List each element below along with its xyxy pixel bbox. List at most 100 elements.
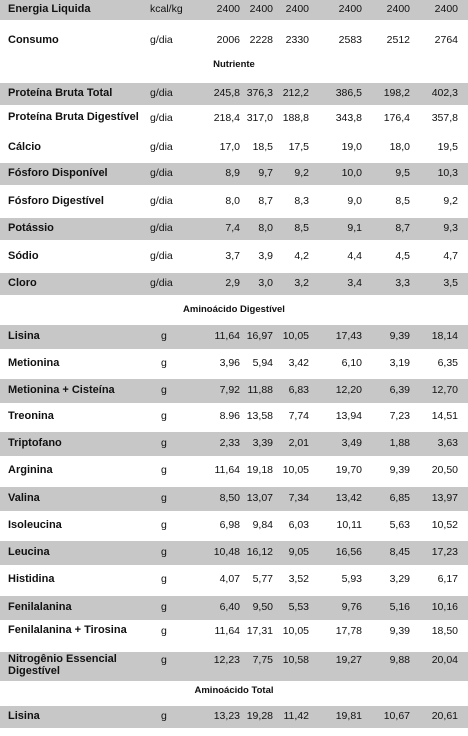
row-label: Fósforo Disponível: [8, 167, 108, 179]
cell-value: 9,39: [389, 464, 410, 476]
cell-value: 12,70: [431, 384, 458, 396]
row-unit: g: [161, 437, 167, 449]
row-unit: g/dia: [150, 195, 173, 207]
cell-value: 3,0: [258, 277, 273, 289]
cell-value: 14,51: [431, 410, 458, 422]
cell-value: 17,5: [288, 141, 309, 153]
cell-value: 3,39: [252, 437, 273, 449]
cell-value: 9,76: [341, 601, 362, 613]
table-row: Valina g 8,50 13,07 7,34 13,42 6,85 13,97: [0, 487, 468, 511]
cell-value: 7,4: [225, 222, 240, 234]
cell-value: 5,63: [389, 519, 410, 531]
cell-value: 3,29: [389, 573, 410, 585]
cell-value: 9,5: [395, 167, 410, 179]
cell-value: 11,64: [214, 464, 241, 476]
cell-value: 4,7: [443, 250, 458, 262]
row-label: Leucina: [8, 546, 50, 558]
table-row: Potássio g/dia 7,4 8,0 8,5 9,1 8,7 9,3: [0, 218, 468, 240]
cell-value: 3,52: [288, 573, 309, 585]
row-label: Proteína Bruta Digestível: [8, 111, 139, 123]
row-unit: g/dia: [150, 112, 173, 124]
cell-value: 9,1: [347, 222, 362, 234]
cell-value: 19,5: [437, 141, 458, 153]
cell-value: 6,17: [437, 573, 458, 585]
cell-value: 13,97: [431, 492, 458, 504]
cell-value: 9,7: [258, 167, 273, 179]
row-label: Cálcio: [8, 141, 42, 153]
row-label: Treonina: [8, 410, 54, 422]
cell-value: 343,8: [335, 112, 362, 124]
cell-value: 4,4: [347, 250, 362, 262]
section-heading: Aminoácido Digestível: [183, 304, 285, 315]
cell-value: 8,0: [258, 222, 273, 234]
cell-value: 402,3: [431, 87, 458, 99]
row-unit: g: [161, 492, 167, 504]
cell-value: 9,2: [443, 195, 458, 207]
cell-value: 10,67: [383, 710, 410, 722]
cell-value: 19,81: [335, 710, 362, 722]
cell-value: 10,05: [282, 330, 309, 342]
row-label: Proteína Bruta Total: [8, 87, 113, 99]
cell-value: 2400: [249, 3, 273, 15]
table-row: Cálcio g/dia 17,0 18,5 17,5 19,0 18,0 19,5: [0, 137, 468, 159]
row-unit: g/dia: [150, 250, 173, 262]
table-row: Lisina g 13,23 19,28 11,42 19,81 10,67 20,61: [0, 706, 468, 728]
cell-value: 8.96: [219, 410, 240, 422]
table-row: Fenilalanina g 6,40 9,50 5,53 9,76 5,16 10,16: [0, 596, 468, 620]
cell-value: 3,7: [225, 250, 240, 262]
cell-value: 6,35: [437, 357, 458, 369]
cell-value: 3,49: [341, 437, 362, 449]
cell-value: 18,0: [389, 141, 410, 153]
cell-value: 386,5: [335, 87, 362, 99]
row-label: Histidina: [8, 573, 55, 585]
cell-value: 17,31: [246, 625, 273, 637]
cell-value: 357,8: [431, 112, 458, 124]
row-label: Fenilalanina + Tirosina: [8, 624, 127, 636]
row-label: Arginina: [8, 464, 53, 476]
cell-value: 2,33: [219, 437, 240, 449]
cell-value: 245,8: [213, 87, 240, 99]
cell-value: 19,18: [246, 464, 273, 476]
cell-value: 3,4: [347, 277, 362, 289]
cell-value: 18,50: [431, 625, 458, 637]
cell-value: 10,52: [431, 519, 458, 531]
row-label: Potássio: [8, 222, 54, 234]
cell-value: 19,0: [341, 141, 362, 153]
cell-value: 1,88: [389, 437, 410, 449]
row-unit: g: [161, 357, 167, 369]
cell-value: 20,50: [431, 464, 458, 476]
cell-value: 212,2: [282, 87, 309, 99]
cell-value: 5,93: [341, 573, 362, 585]
row-unit: g/dia: [150, 141, 173, 153]
table-row: Consumo g/dia 2006 2228 2330 2583 2512 2764: [0, 31, 468, 51]
cell-value: 3,2: [294, 277, 309, 289]
row-unit: g: [161, 410, 167, 422]
cell-value: 2764: [434, 34, 458, 46]
row-unit: g: [161, 654, 167, 666]
cell-value: 13,23: [213, 710, 240, 722]
row-unit: g: [161, 625, 167, 637]
cell-value: 7,23: [389, 410, 410, 422]
cell-value: 11,64: [214, 330, 241, 342]
row-unit: g/dia: [150, 277, 173, 289]
cell-value: 11,42: [283, 710, 310, 722]
row-label: Fenilalanina: [8, 601, 72, 613]
cell-value: 8,45: [389, 546, 410, 558]
cell-value: 7,75: [252, 654, 273, 666]
cell-value: 17,78: [335, 625, 362, 637]
cell-value: 13,58: [246, 410, 273, 422]
cell-value: 7,74: [288, 410, 309, 422]
row-unit: g/dia: [150, 34, 173, 46]
cell-value: 8,3: [294, 195, 309, 207]
table-row: Fenilalanina + Tirosina g 11,64 17,31 10,05 1…: [0, 623, 468, 652]
table-row: Arginina g 11,64 19,18 10,05 19,70 9,39 20,50: [0, 459, 468, 483]
cell-value: 6,85: [389, 492, 410, 504]
cell-value: 10,3: [437, 167, 458, 179]
row-unit: g: [161, 384, 167, 396]
cell-value: 8,7: [258, 195, 273, 207]
cell-value: 3,9: [258, 250, 273, 262]
cell-value: 4,07: [219, 573, 240, 585]
cell-value: 6,40: [219, 601, 240, 613]
row-unit: g/dia: [150, 167, 173, 179]
